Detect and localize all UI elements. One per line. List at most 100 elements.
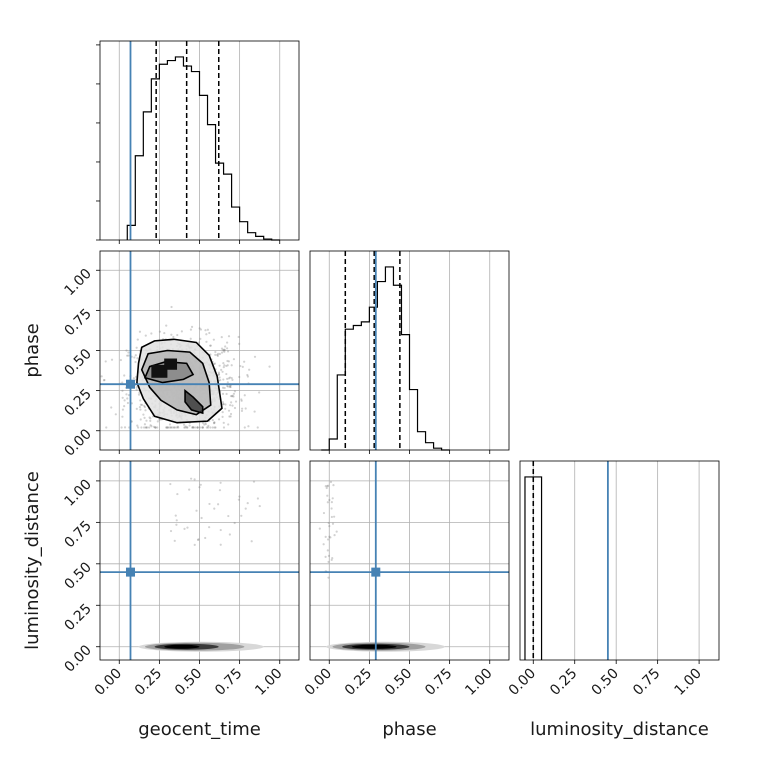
luminosity_distance-histogram-step: [524, 476, 543, 660]
geocent_time-vs-phase-sample-point: [241, 407, 244, 410]
geocent_time-vs-phase-sample-point: [144, 426, 148, 429]
geocent_time-vs-luminosity_distance-sample-point: [195, 509, 198, 512]
geocent_time-vs-phase-sample-point: [246, 375, 249, 378]
geocent_time-vs-phase-sample-point: [149, 419, 152, 422]
geocent_time-vs-phase-sample-point: [139, 403, 142, 406]
geocent_time-vs-phase-sample-point: [132, 377, 135, 380]
geocent_time-vs-phase-sample-point: [228, 415, 231, 418]
geocent_time-vs-phase-sample-point: [213, 421, 216, 424]
geocent_time-vs-phase-sample-point: [126, 354, 129, 357]
geocent_time-vs-phase-sample-point: [244, 407, 247, 410]
geocent_time-vs-phase-sample-point: [240, 409, 244, 413]
geocent_time-vs-phase-sample-point: [218, 352, 221, 356]
geocent_time-vs-phase-sample-point: [209, 344, 212, 347]
geocent_time-vs-phase-sample-point: [136, 357, 139, 360]
geocent_time-vs-phase-sample-point: [145, 426, 148, 429]
geocent_time-vs-luminosity_distance-sample-point: [252, 480, 256, 483]
geocent_time-vs-phase-sample-point: [165, 426, 168, 429]
geocent_time-vs-phase-sample-point: [238, 342, 241, 345]
geocent_time-vs-phase-sample-point: [177, 426, 180, 429]
geocent_time-vs-phase-sample-point: [169, 426, 173, 429]
geocent_time-vs-phase-sample-point: [103, 378, 106, 382]
phase-vs-luminosity_distance-sample-point: [330, 558, 333, 562]
geocent_time-vs-phase-sample-point: [222, 348, 225, 351]
geocent_time-vs-phase-sample-point: [217, 373, 221, 376]
geocent_time-vs-luminosity_distance-sample-point: [199, 483, 202, 486]
geocent_time-vs-luminosity_distance-sample-point: [256, 497, 260, 500]
geocent_time-vs-phase-sample-point: [216, 354, 219, 357]
geocent_time-vs-phase-sample-point: [184, 426, 187, 429]
geocent_time-vs-phase-sample-point: [227, 409, 231, 412]
geocent_time-vs-phase-sample-point: [227, 423, 230, 426]
geocent_time-vs-phase-sample-point: [222, 403, 225, 406]
geocent_time-vs-phase-sample-point: [105, 426, 108, 429]
phase-vs-luminosity_distance-sample-point: [326, 484, 330, 487]
phase-vs-luminosity_distance-sample-point: [327, 576, 330, 579]
geocent_time-vs-phase-sample-point: [133, 356, 136, 359]
geocent_time-vs-phase-sample-point: [223, 348, 226, 351]
geocent_time-vs-phase-sample-point: [230, 401, 233, 404]
geocent_time-vs-phase-sample-point: [127, 393, 131, 397]
phase-vs-luminosity_distance-sample-point: [331, 557, 334, 560]
geocent_time-vs-luminosity_distance-sample-point: [196, 538, 200, 541]
geocent_time-vs-phase-sample-point: [226, 341, 229, 344]
geocent_time-vs-phase-sample-point: [230, 376, 233, 380]
phase-vs-luminosity_distance-sample-point: [322, 511, 326, 515]
geocent_time-vs-phase-sample-point: [222, 402, 225, 406]
geocent_time-vs-phase-sample-point: [220, 335, 223, 339]
phase-vs-luminosity_distance-sample-point: [329, 536, 332, 539]
geocent_time-vs-phase-sample-point: [123, 374, 126, 377]
geocent_time-vs-phase-sample-point: [231, 394, 234, 397]
geocent_time-vs-phase-sample-point: [148, 426, 151, 429]
geocent_time-vs-phase-sample-point: [218, 376, 221, 379]
luminosity_distance-hist-panel-border: [519, 460, 720, 661]
phase-vs-luminosity_distance-sample-point: [327, 560, 330, 564]
geocent_time-vs-phase-sample-point: [121, 396, 124, 399]
geocent_time-vs-phase-sample-point: [143, 423, 147, 426]
geocent_time-vs-luminosity_distance-sample-point: [175, 519, 178, 522]
geocent_time-vs-phase-sample-point: [216, 353, 219, 356]
geocent_time-vs-phase-sample-point: [238, 375, 241, 379]
geocent_time-vs-phase-sample-point: [150, 332, 153, 335]
geocent_time-vs-luminosity_distance-density-band-3: [164, 644, 200, 649]
geocent_time-vs-phase-sample-point: [219, 379, 222, 382]
geocent_time-vs-luminosity_distance-sample-point: [198, 486, 201, 489]
phase-y-axis-title: phase: [22, 323, 43, 377]
geocent_time-vs-phase-sample-point: [222, 378, 225, 381]
geocent_time-vs-phase-truth-marker: [125, 379, 135, 389]
geocent_time-vs-phase-sample-point: [192, 426, 195, 429]
geocent_time-vs-phase-sample-point: [247, 425, 250, 428]
geocent_time-vs-phase-sample-point: [166, 426, 169, 429]
phase-vs-luminosity_distance-density-band-3: [351, 644, 397, 649]
geocent_time-vs-luminosity_distance-sample-point: [246, 502, 249, 505]
phase-vs-luminosity_distance-sample-point: [326, 485, 329, 488]
geocent_time-vs-phase-sample-point: [145, 419, 148, 422]
geocent_time-vs-phase-sample-point: [205, 333, 208, 336]
geocent_time-vs-phase-sample-point: [224, 407, 227, 410]
geocent_time-vs-phase-sample-point: [214, 350, 217, 354]
geocent_time-vs-phase-sample-point: [189, 337, 192, 340]
geocent_time-vs-phase-sample-point: [231, 378, 234, 381]
geocent_time-vs-luminosity_distance-sample-point: [244, 507, 247, 510]
geocent_time-vs-phase-sample-point: [209, 344, 212, 347]
geocent_time-vs-phase-sample-point: [218, 364, 221, 367]
geocent_time-vs-phase-sample-point: [185, 426, 189, 429]
geocent_time-vs-phase-sample-point: [171, 426, 174, 429]
geocent_time-vs-phase-sample-point: [134, 360, 137, 364]
phase-vs-luminosity_distance-sample-point: [328, 535, 331, 538]
geocent_time-vs-phase-sample-point: [143, 416, 146, 419]
phase-vs-luminosity_distance-sample-point: [325, 486, 328, 490]
geocent_time-vs-phase-sample-point: [221, 386, 225, 389]
geocent_time-vs-phase-sample-point: [232, 395, 235, 398]
luminosity_distance-y-axis-title: luminosity_distance: [22, 471, 43, 650]
geocent_time-vs-phase-sample-point: [240, 399, 243, 402]
geocent_time-vs-phase-sample-point: [127, 351, 130, 354]
phase-vs-luminosity_distance-sample-point: [328, 498, 331, 502]
geocent_time-vs-phase-sample-point: [188, 424, 191, 427]
luminosity_distance-hist-panel-background: [520, 461, 719, 660]
geocent_time-vs-phase-sample-point: [148, 416, 151, 419]
geocent_time-vs-phase-sample-point: [199, 328, 203, 331]
geocent_time-vs-luminosity_distance-sample-point: [240, 514, 243, 517]
geocent_time-vs-phase-sample-point: [191, 426, 195, 429]
geocent_time-vs-phase-sample-point: [176, 333, 179, 337]
